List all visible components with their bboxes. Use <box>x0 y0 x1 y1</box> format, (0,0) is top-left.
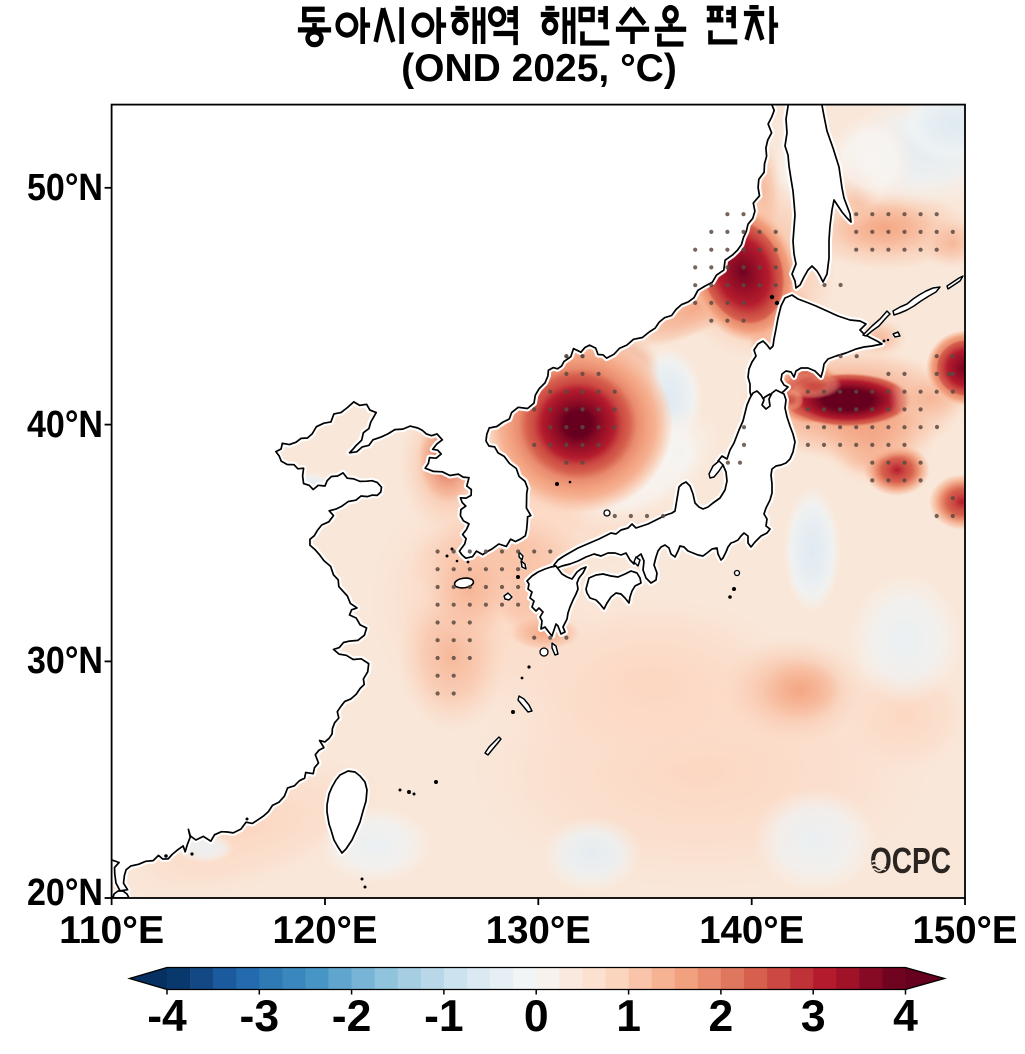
svg-text:4: 4 <box>893 992 918 1041</box>
svg-text:130°E: 130°E <box>486 909 591 952</box>
svg-text:120°E: 120°E <box>273 909 378 952</box>
svg-text:-2: -2 <box>332 992 372 1041</box>
svg-text:110°E: 110°E <box>59 909 164 952</box>
svg-text:3: 3 <box>801 992 826 1041</box>
svg-text:1: 1 <box>616 992 641 1041</box>
svg-text:2: 2 <box>709 992 734 1041</box>
svg-text:-3: -3 <box>240 992 280 1041</box>
svg-text:30°N: 30°N <box>27 640 103 682</box>
svg-text:40°N: 40°N <box>27 404 103 446</box>
svg-text:150°E: 150°E <box>913 909 1018 952</box>
svg-text:20°N: 20°N <box>27 872 103 914</box>
svg-text:(OND 2025, °C): (OND 2025, °C) <box>401 47 677 90</box>
svg-text:50°N: 50°N <box>27 167 103 209</box>
svg-text:0: 0 <box>524 992 549 1041</box>
svg-text:140°E: 140°E <box>699 909 804 952</box>
svg-text:-1: -1 <box>424 992 464 1041</box>
svg-text:-4: -4 <box>147 992 187 1041</box>
